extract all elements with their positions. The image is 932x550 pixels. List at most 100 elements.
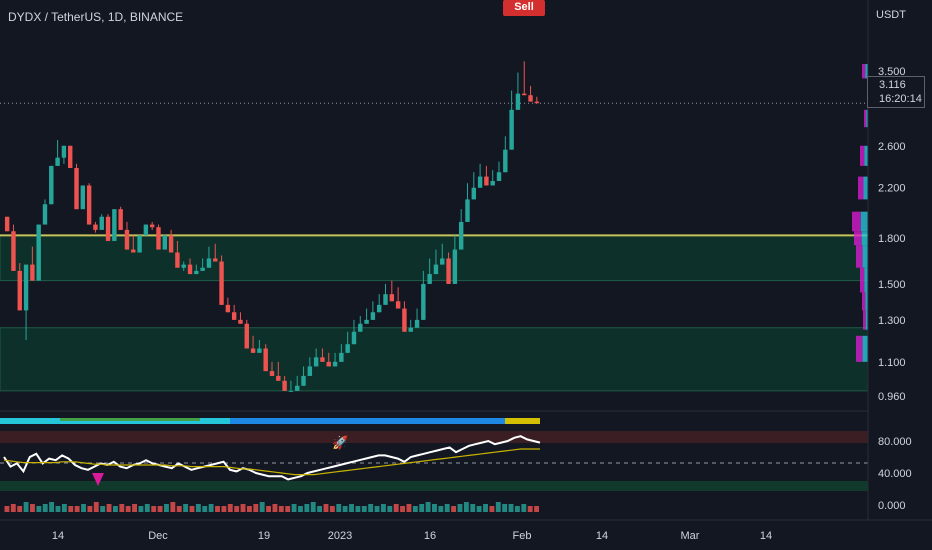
time-tick-label: 2023 (328, 530, 352, 542)
symbol-title[interactable]: DYDX / TetherUS, 1D, BINANCE (8, 10, 184, 24)
volume-profile-bar (852, 211, 861, 232)
volume-bar (215, 506, 220, 512)
volume-bar (189, 506, 195, 512)
candle-body (471, 187, 476, 200)
candle-body (219, 261, 224, 305)
candle-body (74, 167, 79, 210)
indicator-tick-label: 80.000 (878, 436, 912, 448)
candle-body (213, 258, 218, 262)
candle-body (112, 209, 117, 241)
volume-bar (342, 506, 348, 512)
volume-bar (483, 504, 488, 512)
volume-bar (208, 504, 214, 512)
volume-bar (87, 506, 93, 512)
candle-body (124, 229, 130, 250)
volume-bar (304, 504, 310, 512)
volume-bar (61, 504, 67, 512)
candle-body (276, 375, 281, 381)
volume-profile-bar (856, 245, 863, 268)
candle-body (307, 366, 313, 376)
candle-body (515, 93, 521, 110)
volume-bar (457, 504, 463, 512)
volume-profile-bar (864, 267, 868, 293)
time-axis[interactable]: 14 Dec 19 2023 16 Feb 14 Mar 14 (52, 530, 772, 542)
volume-bar (272, 504, 278, 512)
volume-bar (336, 504, 342, 512)
candle-body (42, 204, 48, 225)
indicator-axis: 80.000 40.000 0.000 (878, 436, 912, 512)
candle-body (288, 390, 294, 392)
candle-body (30, 264, 35, 281)
volume-bar (432, 504, 437, 512)
candle-body (282, 380, 287, 391)
candle-body (194, 270, 199, 275)
volume-bar (30, 504, 35, 512)
candle-body (257, 348, 262, 353)
time-tick-label: 19 (258, 530, 270, 542)
volume-profile-bar (854, 231, 862, 246)
volume-bar (355, 506, 361, 512)
volume-bar (323, 504, 329, 512)
candle-body (364, 319, 369, 324)
volume-bar (68, 506, 74, 512)
price-zones (0, 234, 869, 392)
volume-profile-bar (864, 145, 868, 166)
volume-bar (49, 502, 55, 512)
price-tick-label: 0.960 (878, 391, 906, 403)
price-tick-label: 1.800 (878, 233, 906, 245)
indicator-tick-label: 40.000 (878, 468, 912, 480)
volume-bar (527, 506, 533, 512)
candle-body (440, 258, 445, 265)
volume-bar (10, 504, 16, 512)
volume-bar (144, 504, 150, 512)
candle-body (414, 319, 420, 328)
volume-bar (502, 504, 508, 512)
volume-profile-bar (861, 231, 868, 246)
candle-body (402, 308, 407, 332)
volume-bar (157, 506, 163, 512)
volume-profile-bar (860, 267, 865, 293)
volume-bar (106, 504, 112, 512)
time-tick-label: Mar (681, 530, 700, 542)
volume-bar (240, 504, 246, 512)
volume-bar (278, 506, 284, 512)
volume-bar (419, 504, 425, 512)
candle-body (465, 199, 470, 222)
volume-bar (521, 504, 527, 512)
volume-bar (317, 506, 323, 512)
volume-bar (151, 506, 157, 512)
candle-body (244, 323, 249, 349)
candle-body (528, 95, 533, 102)
candle-body (36, 224, 41, 281)
volume-profile-bar (856, 335, 863, 362)
candle-body (446, 258, 451, 284)
candle-body (93, 224, 98, 230)
candle-body (522, 93, 527, 96)
candle-body (17, 270, 22, 311)
price-axis[interactable]: 3.500 2.600 2.200 1.800 1.500 1.300 1.100 0.960 (878, 66, 906, 403)
volume-profile-bar (860, 211, 868, 232)
volume-profile-bar (860, 145, 865, 166)
volume-profile-bar (862, 64, 866, 79)
candle-body (55, 157, 60, 166)
volume-bar (489, 506, 495, 512)
volume-bar (451, 506, 457, 512)
volume-bar (93, 502, 99, 512)
candle-body (269, 371, 275, 376)
volume-bar (112, 506, 118, 512)
candlestick-series (4, 61, 540, 392)
time-tick-label: 14 (52, 530, 64, 542)
volume-bar (132, 504, 137, 512)
candle-body (421, 283, 426, 320)
candle-body (149, 224, 155, 228)
candle-body (162, 235, 168, 250)
candle-body (118, 209, 123, 230)
candle-body (200, 267, 205, 271)
candle-body (105, 216, 111, 241)
rsi-overbought-band (0, 431, 868, 443)
volume-bar (4, 506, 10, 512)
candle-body (181, 264, 186, 268)
volume-bar (298, 506, 303, 512)
candle-body (313, 357, 319, 367)
